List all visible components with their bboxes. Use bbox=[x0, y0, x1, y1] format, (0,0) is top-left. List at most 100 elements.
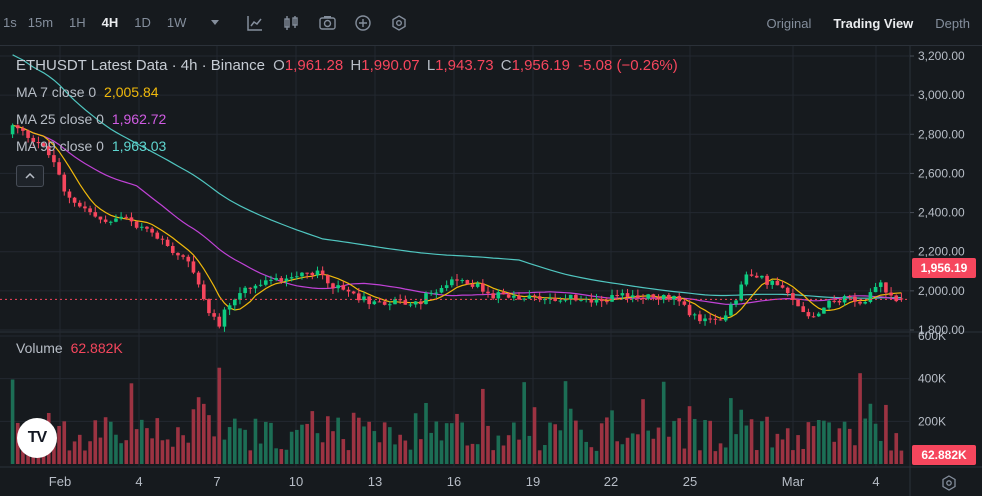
candle-body bbox=[744, 274, 749, 285]
volume-bar bbox=[67, 450, 72, 464]
candle-body bbox=[413, 301, 418, 305]
open-label: O bbox=[273, 57, 285, 74]
candle-body bbox=[274, 278, 278, 280]
plus-circle-icon[interactable] bbox=[352, 12, 374, 34]
chevron-up-icon bbox=[25, 173, 35, 179]
timeframe-15m[interactable]: 15m bbox=[27, 15, 54, 30]
timeframe-1s[interactable]: 1s bbox=[3, 15, 17, 30]
ma25-legend: MA 25 close 0 1,962.72 bbox=[16, 111, 166, 127]
settings-hex-icon[interactable] bbox=[388, 12, 410, 34]
volume-bar bbox=[170, 446, 175, 464]
candle-body bbox=[517, 295, 521, 300]
chevron-down-icon[interactable] bbox=[204, 12, 226, 34]
volume-bar bbox=[444, 423, 449, 464]
ma7-label: MA 7 close 0 bbox=[16, 84, 97, 100]
candle-body bbox=[661, 294, 666, 300]
candle-body bbox=[114, 218, 118, 222]
candle-body bbox=[568, 294, 573, 300]
timeframe-1d[interactable]: 1D bbox=[134, 15, 151, 30]
volume-bar bbox=[341, 439, 346, 464]
candle-body bbox=[455, 279, 459, 281]
volume-bar bbox=[522, 382, 526, 464]
volume-bar bbox=[186, 442, 191, 464]
candle-body bbox=[537, 296, 542, 300]
volume-bar bbox=[517, 439, 521, 464]
candle-body bbox=[610, 295, 614, 302]
candle-body bbox=[636, 295, 640, 298]
candle-body bbox=[682, 301, 687, 305]
view-trading-view[interactable]: Trading View bbox=[833, 15, 914, 31]
price-tick-label: 2,000.00 bbox=[918, 284, 965, 298]
volume-bar bbox=[398, 434, 402, 464]
candle-body bbox=[791, 293, 795, 300]
candle-body bbox=[41, 143, 46, 147]
candle-body bbox=[605, 301, 609, 303]
indicator-icon[interactable] bbox=[244, 12, 266, 34]
volume-bar bbox=[124, 440, 129, 464]
high-value: 1,990.07 bbox=[361, 57, 420, 74]
ma25-label: MA 25 close 0 bbox=[16, 111, 104, 127]
volume-bar bbox=[615, 441, 620, 464]
volume-bar bbox=[212, 436, 216, 464]
timeframe-4h[interactable]: 4H bbox=[101, 15, 119, 30]
chart-settings-icon[interactable] bbox=[940, 474, 958, 492]
volume-bar bbox=[331, 431, 335, 464]
candle-body bbox=[543, 299, 547, 301]
candle-body bbox=[67, 191, 72, 198]
volume-bar bbox=[682, 448, 687, 464]
volume-bar bbox=[780, 439, 785, 464]
view-depth[interactable]: Depth bbox=[935, 15, 970, 31]
ma99-value: 1,963.03 bbox=[111, 138, 167, 154]
candle-body bbox=[713, 318, 718, 320]
volume-bar bbox=[165, 439, 170, 464]
volume-bar bbox=[630, 433, 635, 464]
volume-bar bbox=[692, 418, 697, 464]
ma7-line bbox=[12, 124, 902, 319]
timeframe-1w[interactable]: 1W bbox=[166, 15, 187, 30]
volume-bar bbox=[713, 451, 718, 464]
candle-body bbox=[444, 285, 449, 289]
volume-bar bbox=[718, 443, 723, 464]
tradingview-logo[interactable]: TV bbox=[17, 418, 57, 458]
candle-body bbox=[46, 146, 51, 156]
candle-body bbox=[165, 239, 170, 247]
volume-bar bbox=[243, 429, 247, 464]
camera-icon[interactable] bbox=[316, 12, 338, 34]
view-original[interactable]: Original bbox=[766, 15, 812, 31]
candle-body bbox=[574, 294, 578, 301]
volume-tick-label: 400K bbox=[918, 372, 946, 386]
volume-bar bbox=[568, 408, 573, 464]
volume-bar bbox=[512, 422, 516, 464]
ma99-legend: MA 99 close 0 1,963.03 bbox=[16, 138, 166, 154]
candle-body bbox=[718, 319, 723, 321]
timeframe-1h[interactable]: 1H bbox=[69, 15, 86, 30]
volume-bar bbox=[191, 409, 196, 464]
volume-bar bbox=[62, 421, 67, 464]
candle-body bbox=[481, 283, 485, 292]
candle-body bbox=[708, 318, 713, 320]
volume-bar bbox=[760, 421, 764, 464]
volume-bar bbox=[393, 444, 397, 464]
candle-body bbox=[170, 246, 175, 253]
candle-body bbox=[558, 300, 563, 302]
candle-body bbox=[884, 282, 888, 293]
candle-body bbox=[243, 287, 247, 294]
candle-type-icon[interactable] bbox=[280, 12, 302, 34]
volume-bar bbox=[253, 418, 258, 464]
volume-bar bbox=[377, 442, 382, 464]
candle-body bbox=[310, 272, 315, 276]
candle-body bbox=[346, 289, 351, 292]
volume-bar bbox=[863, 418, 868, 464]
candle-body bbox=[26, 130, 30, 138]
volume-bar bbox=[88, 441, 92, 464]
collapse-legend-button[interactable] bbox=[16, 165, 44, 187]
candle-body bbox=[393, 299, 397, 305]
volume-bar bbox=[455, 413, 459, 464]
volume-bar bbox=[263, 421, 268, 464]
candle-body bbox=[765, 275, 769, 285]
candle-body bbox=[134, 221, 139, 228]
candle-body bbox=[760, 275, 764, 278]
candle-body bbox=[93, 212, 98, 217]
volume-bar bbox=[641, 399, 645, 464]
volume-bar bbox=[661, 381, 666, 464]
